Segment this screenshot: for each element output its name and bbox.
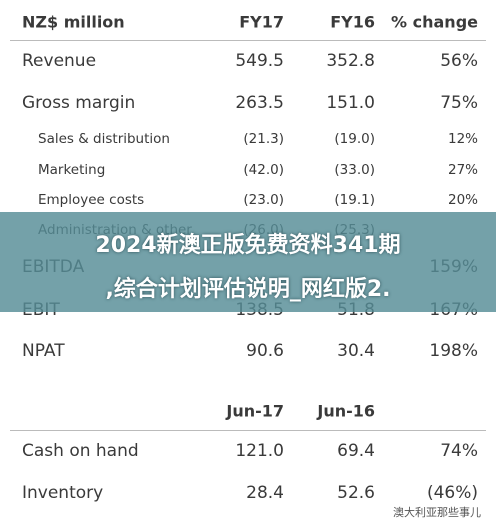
table-cell: 74% — [440, 441, 478, 461]
table-cell: Marketing — [38, 162, 106, 178]
table-cell: % change — [391, 12, 478, 32]
table-cell: 28.4 — [246, 483, 284, 503]
table-cell: FY17 — [239, 12, 284, 32]
table-cell: Employee costs — [38, 192, 145, 208]
table-cell: NPAT — [22, 341, 65, 361]
table-cell: (23.0) — [243, 192, 284, 208]
watermark: 澳大利亚那些事儿 — [390, 503, 484, 521]
table-cell: 20% — [447, 192, 478, 208]
table-cell: 52.6 — [337, 483, 375, 503]
banner-line: 2024新澳正版免费资料341期 — [95, 233, 401, 258]
header-rule — [10, 40, 486, 41]
table-cell: (19.0) — [334, 131, 375, 147]
table-cell: FY16 — [330, 12, 375, 32]
table-cell: Revenue — [22, 51, 97, 71]
table-cell: Gross margin — [22, 93, 136, 113]
table-cell: 27% — [447, 162, 478, 178]
table-cell: 12% — [447, 131, 478, 147]
table-cell: 69.4 — [337, 441, 375, 461]
table-cell: 263.5 — [235, 93, 284, 113]
table-cell: NZ$ million — [22, 12, 125, 32]
table-cell: 352.8 — [326, 51, 375, 71]
table-cell: 549.5 — [235, 51, 284, 71]
table-cell: Jun-17 — [226, 401, 284, 421]
table-cell: 30.4 — [337, 341, 375, 361]
banner-line: ,综合计划评估说明_网红版2. — [105, 277, 391, 302]
table-cell: Inventory — [22, 483, 104, 503]
table-cell: (33.0) — [334, 162, 375, 178]
table-cell: (46%) — [426, 483, 478, 503]
table-cell: 75% — [440, 93, 478, 113]
table-cell: (19.1) — [334, 192, 375, 208]
table-cell: 151.0 — [326, 93, 375, 113]
table-cell: 90.6 — [246, 341, 284, 361]
table-cell: Jun-16 — [317, 401, 375, 421]
table-cell: 198% — [429, 341, 478, 361]
table-cell: Cash on hand — [22, 441, 139, 461]
table-cell: 56% — [440, 51, 478, 71]
table-cell: 121.0 — [235, 441, 284, 461]
overlay-banner: 2024新澳正版免费资料341期 ,综合计划评估说明_网红版2. — [0, 212, 496, 312]
table-cell: (42.0) — [243, 162, 284, 178]
table-cell: (21.3) — [243, 131, 284, 147]
subheader-rule — [10, 430, 486, 431]
table-cell: Sales & distribution — [38, 131, 170, 147]
